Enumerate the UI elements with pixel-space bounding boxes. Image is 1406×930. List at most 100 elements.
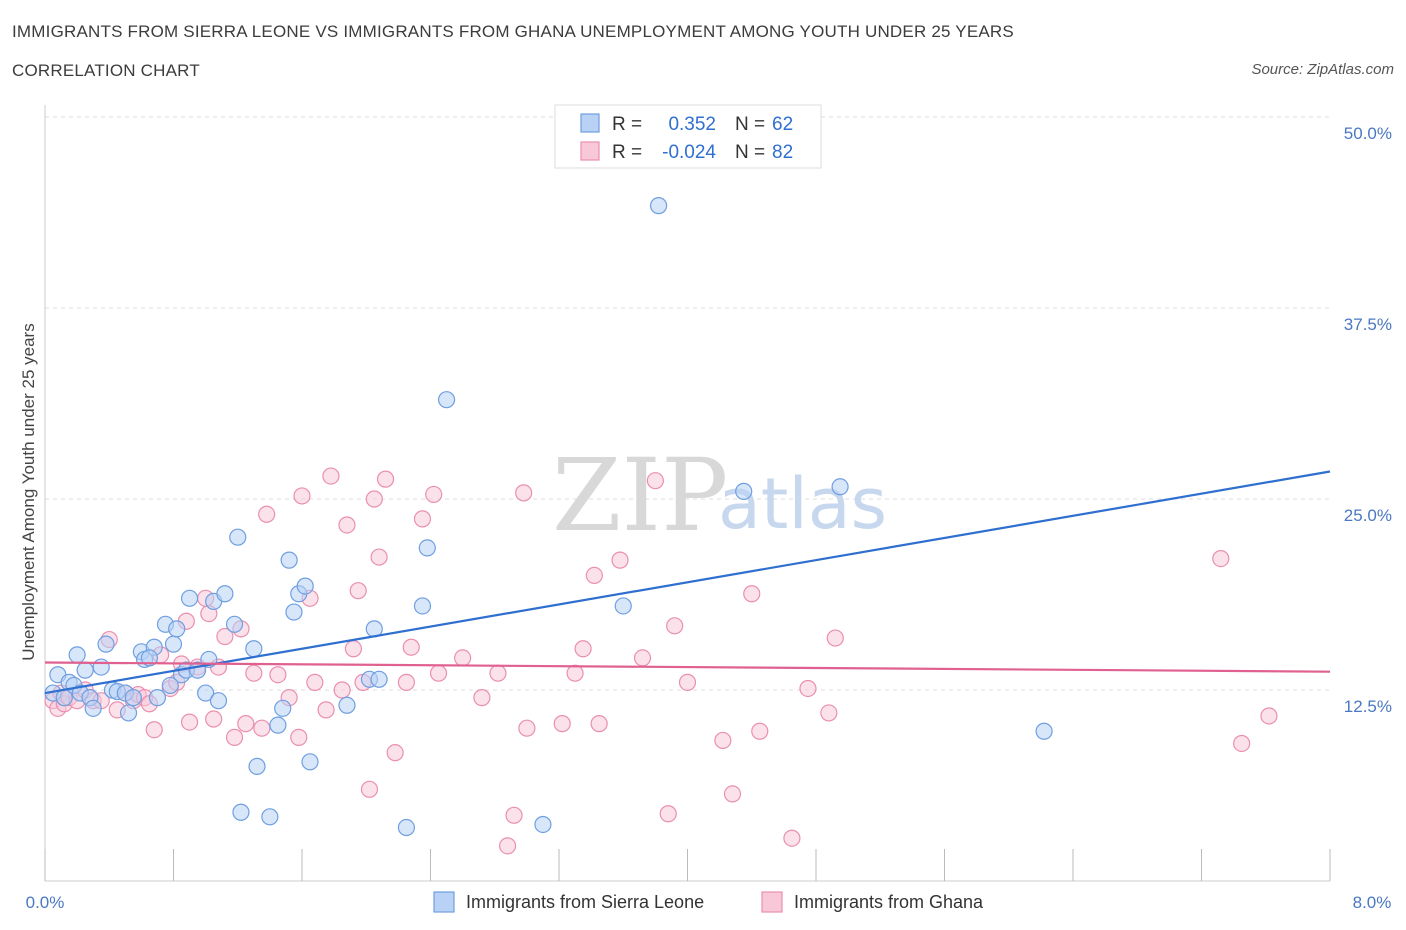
sierra-leone-point [338, 696, 356, 714]
ghana-point [799, 679, 817, 698]
ghana-point [659, 805, 677, 823]
ghana-point [293, 487, 311, 505]
sierra-leone-point [274, 699, 292, 717]
y-axis-label: Unemployment Among Youth under 25 years [19, 323, 38, 660]
ghana-point [429, 664, 448, 682]
ghana-point [376, 470, 395, 488]
sierra-leone-point [84, 699, 102, 717]
ghana-point [402, 638, 420, 656]
y-axis-tick-labels: 12.5% 25.0% 37.5% 50.0% [1344, 124, 1392, 716]
ghana-point [333, 681, 351, 699]
watermark-atlas: atlas [718, 463, 887, 545]
ghana-point [723, 785, 742, 803]
x-tick-label-min: 0.0% [26, 893, 65, 912]
ghana-point [499, 837, 517, 855]
ghana-point [237, 715, 255, 733]
sierra-leone-point [735, 482, 753, 500]
ghana-point [306, 673, 324, 691]
sierra-leone-point [124, 689, 142, 707]
chart-subtitle: CORRELATION CHART [12, 61, 200, 80]
sierra-leone-point [164, 635, 183, 653]
ghana-point [646, 472, 664, 490]
sierra-leone-point [370, 670, 388, 688]
sierra-leone-point [97, 635, 115, 653]
sierra-leone-point [225, 615, 244, 633]
trend-lines [44, 470, 1331, 695]
ghana-point [826, 629, 844, 647]
ghana-point [245, 664, 263, 682]
ghana-point [585, 566, 603, 585]
ghana-point [290, 728, 308, 746]
bottom-legend-label-ghana: Immigrants from Ghana [794, 892, 984, 912]
bottom-legend-label-sierra-leone: Immigrants from Sierra Leone [466, 892, 704, 912]
sierra-leone-point [261, 808, 279, 826]
ghana-point [518, 719, 536, 737]
ghana-point [611, 551, 629, 569]
ghana-point [253, 719, 271, 737]
legend-swatch-ghana [580, 141, 600, 161]
sierra-leone-point [534, 815, 552, 834]
ghana-point [360, 780, 379, 798]
ghana-point [590, 715, 608, 733]
ghana-point [820, 704, 838, 722]
ghana-point [365, 490, 383, 508]
sierra-leone-point [437, 391, 456, 409]
bottom-legend-swatch-sierra-leone [433, 891, 455, 913]
ghana-point [489, 664, 507, 682]
ghana-point [425, 485, 443, 504]
sierra-leone-point [161, 676, 179, 695]
sierra-leone-point [649, 197, 668, 215]
ghana-point [1212, 549, 1230, 568]
ghana-point [225, 728, 244, 746]
ghana-point [317, 701, 335, 719]
ghana-point [397, 673, 416, 691]
sierra-leone-point [418, 539, 436, 557]
ghana-point [633, 649, 652, 667]
ghana-point [413, 510, 432, 528]
ghana-point [386, 744, 404, 762]
x-axis-ticks [44, 849, 1331, 881]
sierra-leone-point [180, 589, 199, 607]
chart-title: IMMIGRANTS FROM SIERRA LEONE VS IMMIGRAN… [12, 22, 1014, 41]
ghana-point [714, 731, 732, 750]
bottom-legend-swatch-ghana [761, 891, 783, 913]
sierra-leone-point [168, 620, 186, 638]
x-tick-label-max: 8.0% [1353, 893, 1392, 912]
sierra-leone-point [148, 689, 167, 707]
legend-r-label-1: R = [612, 114, 642, 135]
sierra-leone-point [209, 692, 228, 710]
y-tick-label: 37.5% [1344, 315, 1392, 334]
ghana-point [322, 467, 340, 485]
sierra-leone-point [831, 478, 849, 496]
sierra-leone-point [614, 597, 632, 615]
legend-n-label-2: N = [735, 142, 765, 163]
watermark-zip: ZIP [552, 437, 728, 554]
ghana-point [473, 689, 491, 707]
y-tick-label: 12.5% [1344, 697, 1392, 716]
ghana-point [205, 710, 223, 728]
ghana-point [180, 713, 199, 731]
sierra-leone-point [1035, 722, 1053, 740]
sierra-leone-point [280, 551, 298, 569]
chart-source: Source: ZipAtlas.com [1251, 61, 1394, 78]
sierra-leone-point [269, 716, 287, 734]
legend-r-value-1: 0.352 [668, 114, 716, 135]
series-sierra-leone-points [44, 197, 1053, 837]
sierra-leone-point [397, 818, 416, 837]
series-ghana-points [44, 467, 1278, 855]
sierra-leone-point [197, 684, 215, 702]
sierra-leone-point [248, 757, 266, 776]
legend-n-value-2: 82 [772, 142, 793, 163]
ghana-point [349, 582, 367, 600]
ghana-point [515, 484, 533, 502]
legend-r-value-2: -0.024 [662, 142, 716, 163]
ghana-point [370, 548, 388, 566]
ghana-point [145, 721, 163, 739]
ghana-point [269, 666, 287, 684]
legend-r-label-2: R = [612, 142, 642, 163]
ghana-point [1233, 734, 1251, 753]
ghana-point [1260, 707, 1278, 725]
ghana-point [783, 829, 801, 847]
sierra-leone-point [296, 577, 314, 595]
